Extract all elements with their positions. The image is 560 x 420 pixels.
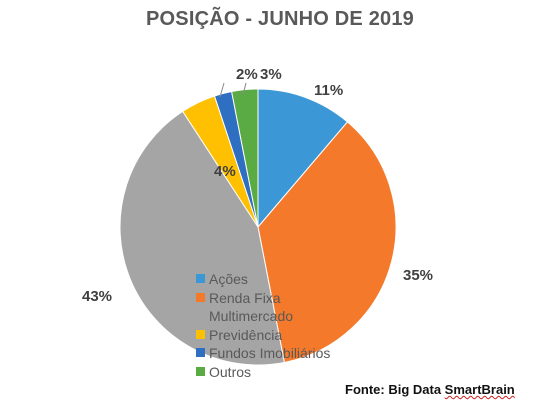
legend-swatch xyxy=(196,329,205,339)
slice-data-label: 11% xyxy=(314,82,344,99)
legend-label: Ações xyxy=(209,271,248,287)
pie-slice xyxy=(257,121,397,364)
legend-label: Fundos Imobiliários xyxy=(209,345,331,361)
legend-swatch xyxy=(196,348,205,357)
legend-item: Fundos Imobiliários xyxy=(196,344,330,363)
leader-line xyxy=(219,82,225,98)
legend-swatch xyxy=(196,292,205,302)
legend-item: Outros xyxy=(196,363,330,382)
source-note: Fonte: Big Data SmartBrain xyxy=(345,382,515,397)
slice-data-label: 35% xyxy=(403,267,434,284)
legend-item: Previdência xyxy=(196,326,330,345)
legend-label: Previdência xyxy=(209,326,283,343)
legend-swatch xyxy=(196,274,205,283)
slice-data-label: 43% xyxy=(82,288,113,305)
legend-item: Ações xyxy=(196,270,330,289)
pie-slice xyxy=(119,110,285,366)
legend-swatch xyxy=(196,366,205,376)
source-prefix: Fonte: Big Data xyxy=(345,382,445,397)
slice-data-label: 3% xyxy=(260,66,282,83)
pie-slice xyxy=(257,88,349,229)
source-brand: SmartBrain xyxy=(444,382,515,397)
legend-label: Outros xyxy=(209,363,252,380)
slice-data-label: 4% xyxy=(214,163,236,180)
leader-line xyxy=(242,82,247,96)
chart-legend: Ações Renda Fixa Multimercado Previdência F… xyxy=(196,270,330,381)
legend-item: Renda Fixa Multimercado xyxy=(196,289,330,326)
legend-label: Renda Fixa Multimercado xyxy=(209,289,294,325)
chart-title: POSIÇÃO - JUNHO DE 2019 xyxy=(145,8,414,30)
slice-data-label: 2% xyxy=(236,66,258,83)
